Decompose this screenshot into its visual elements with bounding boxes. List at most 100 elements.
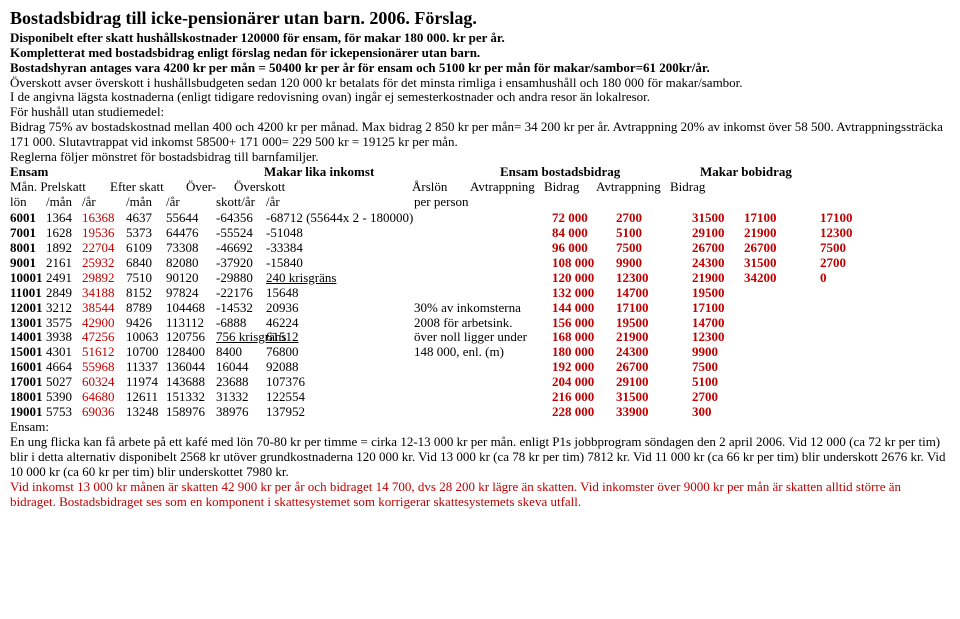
cell-g: 15648 <box>266 286 412 301</box>
cell-b: 5753 <box>46 405 80 420</box>
cell-h <box>414 286 550 301</box>
cell-f: 31332 <box>216 390 264 405</box>
cell-d: 12611 <box>126 390 164 405</box>
cell-k: 9900 <box>692 345 742 360</box>
cell-b: 2849 <box>46 286 80 301</box>
cell-l: 34200 <box>744 271 818 286</box>
cell-c: 34188 <box>82 286 124 301</box>
cell-i: 228 000 <box>552 405 614 420</box>
cell-a: 18001 <box>10 390 44 405</box>
cell-l <box>744 286 818 301</box>
cell-h <box>414 405 550 420</box>
cell-j: 7500 <box>616 241 690 256</box>
cell-f: -55524 <box>216 226 264 241</box>
cell-a: 17001 <box>10 375 44 390</box>
hdr3-a: lön <box>10 195 44 210</box>
cell-b: 3212 <box>46 301 80 316</box>
cell-e: 55644 <box>166 211 214 226</box>
cell-e: 113112 <box>166 316 214 331</box>
table-row: 8001189222704610973308-46692-3338496 000… <box>10 241 950 256</box>
cell-c: 64680 <box>82 390 124 405</box>
cell-c: 38544 <box>82 301 124 316</box>
intro-line-8: Reglerna följer mönstret för bostadsbidr… <box>10 150 950 165</box>
cell-h: 30% av inkomsterna <box>414 301 550 316</box>
doc-title: Bostadsbidrag till icke-pensionärer utan… <box>10 8 950 29</box>
cell-g: 61512 <box>266 330 412 345</box>
cell-h <box>414 256 550 271</box>
hdr1-a: Ensam <box>10 165 264 180</box>
cell-f: 16044 <box>216 360 264 375</box>
cell-d: 11337 <box>126 360 164 375</box>
cell-m: 0 <box>820 271 870 286</box>
hdr1-b: Makar lika inkomst <box>264 165 500 180</box>
intro-line-6: För hushåll utan studiemedel: <box>10 105 950 120</box>
cell-m <box>820 360 870 375</box>
cell-l <box>744 316 818 331</box>
cell-e: 136044 <box>166 360 214 375</box>
cell-d: 10063 <box>126 330 164 345</box>
hdr3-l <box>744 195 818 210</box>
cell-k: 14700 <box>692 316 742 331</box>
cell-j: 12300 <box>616 271 690 286</box>
cell-d: 11974 <box>126 375 164 390</box>
cell-a: 16001 <box>10 360 44 375</box>
cell-j: 19500 <box>616 316 690 331</box>
cell-m <box>820 286 870 301</box>
cell-c: 19536 <box>82 226 124 241</box>
footer-3: Vid inkomst 13 000 kr månen är skatten 4… <box>10 480 950 510</box>
table-row: 130013575429009426113112-6888 462242008 … <box>10 316 950 331</box>
cell-b: 1364 <box>46 211 80 226</box>
table-row: 7001162819536537364476-55524-5104884 000… <box>10 226 950 241</box>
cell-c: 29892 <box>82 271 124 286</box>
hdr1-d: Makar bobidrag <box>700 165 850 180</box>
cell-f: -46692 <box>216 241 264 256</box>
header-row-1: Ensam Makar lika inkomst Ensam bostadsbi… <box>10 165 950 180</box>
cell-f: 23688 <box>216 375 264 390</box>
cell-i: 192 000 <box>552 360 614 375</box>
cell-k: 29100 <box>692 226 742 241</box>
cell-i: 108 000 <box>552 256 614 271</box>
cell-a: 6001 <box>10 211 44 226</box>
cell-f: 8400 <box>216 345 264 360</box>
hdr3-m <box>820 195 870 210</box>
cell-b: 3938 <box>46 330 80 345</box>
cell-e: 90120 <box>166 271 214 286</box>
cell-i: 180 000 <box>552 345 614 360</box>
cell-l: 31500 <box>744 256 818 271</box>
cell-h <box>414 226 550 241</box>
cell-a: 11001 <box>10 286 44 301</box>
cell-m <box>820 390 870 405</box>
cell-g: -15840 <box>266 256 412 271</box>
cell-l: 17100 <box>744 211 818 226</box>
cell-e: 104468 <box>166 301 214 316</box>
table-row: 11001284934188815297824-22176 15648132 0… <box>10 286 950 301</box>
cell-h: 148 000, enl. (m) <box>414 345 550 360</box>
table-row: 190015753690361324815897638976137952228 … <box>10 405 950 420</box>
cell-m <box>820 301 870 316</box>
cell-j: 26700 <box>616 360 690 375</box>
table-row: 1400139384725610063120756756 krisgräns 6… <box>10 330 950 345</box>
hdr3-k <box>692 195 742 210</box>
cell-k: 24300 <box>692 256 742 271</box>
hdr2-f: Avtrappning <box>470 180 544 195</box>
hdr2-d: Överskott <box>234 180 412 195</box>
intro-line-1: Disponibelt efter skatt hushållskostnade… <box>10 31 950 46</box>
cell-j: 24300 <box>616 345 690 360</box>
table-row: 6001136416368463755644-64356-68712 (5564… <box>10 211 950 226</box>
cell-j: 31500 <box>616 390 690 405</box>
cell-c: 25932 <box>82 256 124 271</box>
hdr3-g: /år <box>266 195 412 210</box>
cell-i: 168 000 <box>552 330 614 345</box>
cell-d: 9426 <box>126 316 164 331</box>
cell-h <box>414 360 550 375</box>
cell-i: 72 000 <box>552 211 614 226</box>
cell-k: 7500 <box>692 360 742 375</box>
cell-a: 8001 <box>10 241 44 256</box>
cell-l <box>744 301 818 316</box>
cell-c: 51612 <box>82 345 124 360</box>
cell-j: 2700 <box>616 211 690 226</box>
cell-a: 14001 <box>10 330 44 345</box>
cell-h <box>414 271 550 286</box>
intro-line-2: Kompletterat med bostadsbidrag enligt fö… <box>10 46 950 61</box>
cell-m <box>820 405 870 420</box>
